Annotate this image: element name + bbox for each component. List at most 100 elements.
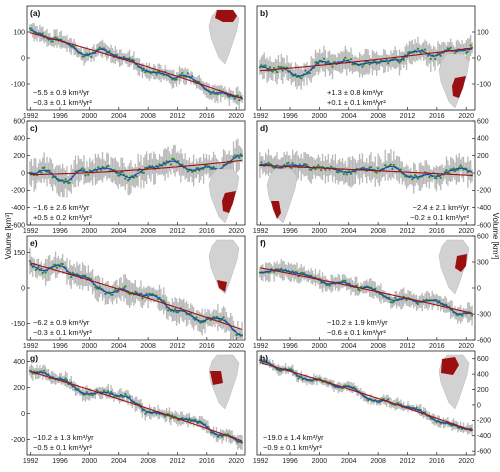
data-point	[43, 369, 46, 372]
data-point	[345, 173, 348, 176]
data-point	[399, 59, 402, 63]
data-point	[196, 421, 200, 425]
smoothed-series-line	[29, 263, 243, 336]
data-point	[174, 307, 177, 311]
x-tick-label: 1996	[282, 228, 298, 235]
x-tick-label: 2004	[341, 458, 357, 465]
data-point	[209, 92, 212, 96]
x-tick-label: 2012	[400, 343, 416, 350]
y-tick-label: 0	[477, 285, 481, 292]
data-point	[448, 47, 451, 51]
data-point	[121, 170, 124, 174]
acceleration-annotation: −0.3 ± 0.1 km³/yr²	[33, 98, 92, 107]
data-point	[127, 179, 130, 182]
y-tick-label: 400	[13, 359, 25, 366]
data-point	[439, 54, 442, 57]
data-point	[222, 316, 225, 319]
data-point	[453, 170, 457, 173]
y-tick-label: -100	[477, 81, 491, 88]
smoothed-series-line	[259, 163, 473, 178]
y-tick-label: -150	[11, 321, 25, 328]
data-point	[64, 377, 67, 380]
data-point	[142, 171, 145, 174]
y-tick-label: 0	[21, 170, 25, 177]
greenland-inset-map	[208, 168, 240, 224]
data-point	[195, 316, 198, 319]
data-point	[191, 170, 194, 174]
y-tick-label: -600	[11, 222, 25, 229]
y-tick-label: 200	[477, 153, 489, 160]
quadratic-trend-line	[29, 262, 243, 331]
x-tick-label: 2016	[429, 228, 445, 235]
data-point	[392, 163, 395, 167]
data-point	[196, 167, 200, 170]
data-point	[362, 166, 365, 169]
data-point	[391, 167, 394, 171]
data-point	[44, 271, 47, 274]
data-point	[466, 50, 469, 53]
greenland-inset-map	[438, 53, 470, 109]
y-tick-label: -200	[11, 188, 25, 195]
y-tick-label: 150	[13, 250, 25, 257]
data-point	[459, 164, 462, 167]
x-tick-label: 2020	[228, 228, 244, 235]
smoothed-series-line	[259, 269, 473, 315]
y-tick-label: -300	[477, 311, 491, 318]
acceleration-annotation: +0.1 ± 0.1 km³/yr²	[327, 98, 386, 107]
data-point	[169, 163, 172, 166]
greenland-outline	[208, 9, 240, 65]
data-point	[144, 70, 147, 74]
panel-a: 1992 1996 2000 2004 2008 2012 2016 2020 -100 0 100…	[11, 5, 246, 120]
data-point	[324, 168, 327, 171]
quadratic-trend-line	[259, 164, 473, 176]
acceleration-annotation: −0.5 ± 0.1 km³/yr²	[33, 443, 92, 452]
data-point	[456, 168, 459, 171]
y-tick-label: -600	[477, 449, 491, 456]
data-point	[87, 173, 90, 176]
x-tick-label: 2000	[312, 228, 328, 235]
data-point	[28, 260, 32, 263]
data-point	[394, 296, 397, 299]
data-point	[297, 377, 300, 380]
quadratic-trend-line	[29, 32, 243, 100]
x-tick-label: 2016	[199, 343, 215, 350]
data-point	[239, 153, 242, 156]
data-point	[169, 417, 172, 420]
data-point	[212, 165, 215, 169]
data-point	[414, 174, 417, 177]
data-point	[48, 169, 51, 172]
x-tick-label: 1996	[52, 113, 68, 120]
data-point	[327, 60, 330, 63]
rate-annotation: −1.6 ± 2.6 km³/yr	[33, 203, 90, 212]
data-point	[70, 381, 73, 384]
x-tick-label: 2000	[312, 458, 328, 465]
data-point	[386, 398, 390, 401]
basin-highlight	[217, 280, 227, 292]
data-point	[221, 435, 224, 438]
data-point	[193, 418, 197, 421]
x-tick-label: 2004	[111, 228, 127, 235]
data-point	[84, 174, 87, 177]
data-point	[102, 47, 106, 50]
data-point	[216, 435, 219, 438]
data-point	[300, 375, 303, 378]
data-point	[287, 161, 290, 164]
panel-e: 1992 1996 2000 2004 2008 2012 2016 2020 -150 0 150…	[11, 235, 246, 350]
data-point	[273, 66, 276, 70]
data-point	[411, 178, 414, 181]
smoothed-series-line	[259, 360, 473, 430]
data-point	[469, 44, 472, 47]
data-point	[416, 47, 420, 50]
data-point	[291, 162, 294, 165]
y-tick-label: -200	[477, 418, 491, 425]
x-tick-label: 2020	[228, 113, 244, 120]
data-point	[377, 167, 380, 170]
y-tick-label: 0	[477, 55, 481, 62]
rate-annotation: −10.2 ± 1.9 km³/yr	[327, 318, 388, 327]
x-tick-label: 2020	[228, 343, 244, 350]
x-tick-label: 2008	[370, 343, 386, 350]
data-point	[460, 314, 464, 317]
data-point	[267, 161, 270, 164]
data-point	[331, 65, 334, 68]
data-point	[122, 286, 125, 290]
